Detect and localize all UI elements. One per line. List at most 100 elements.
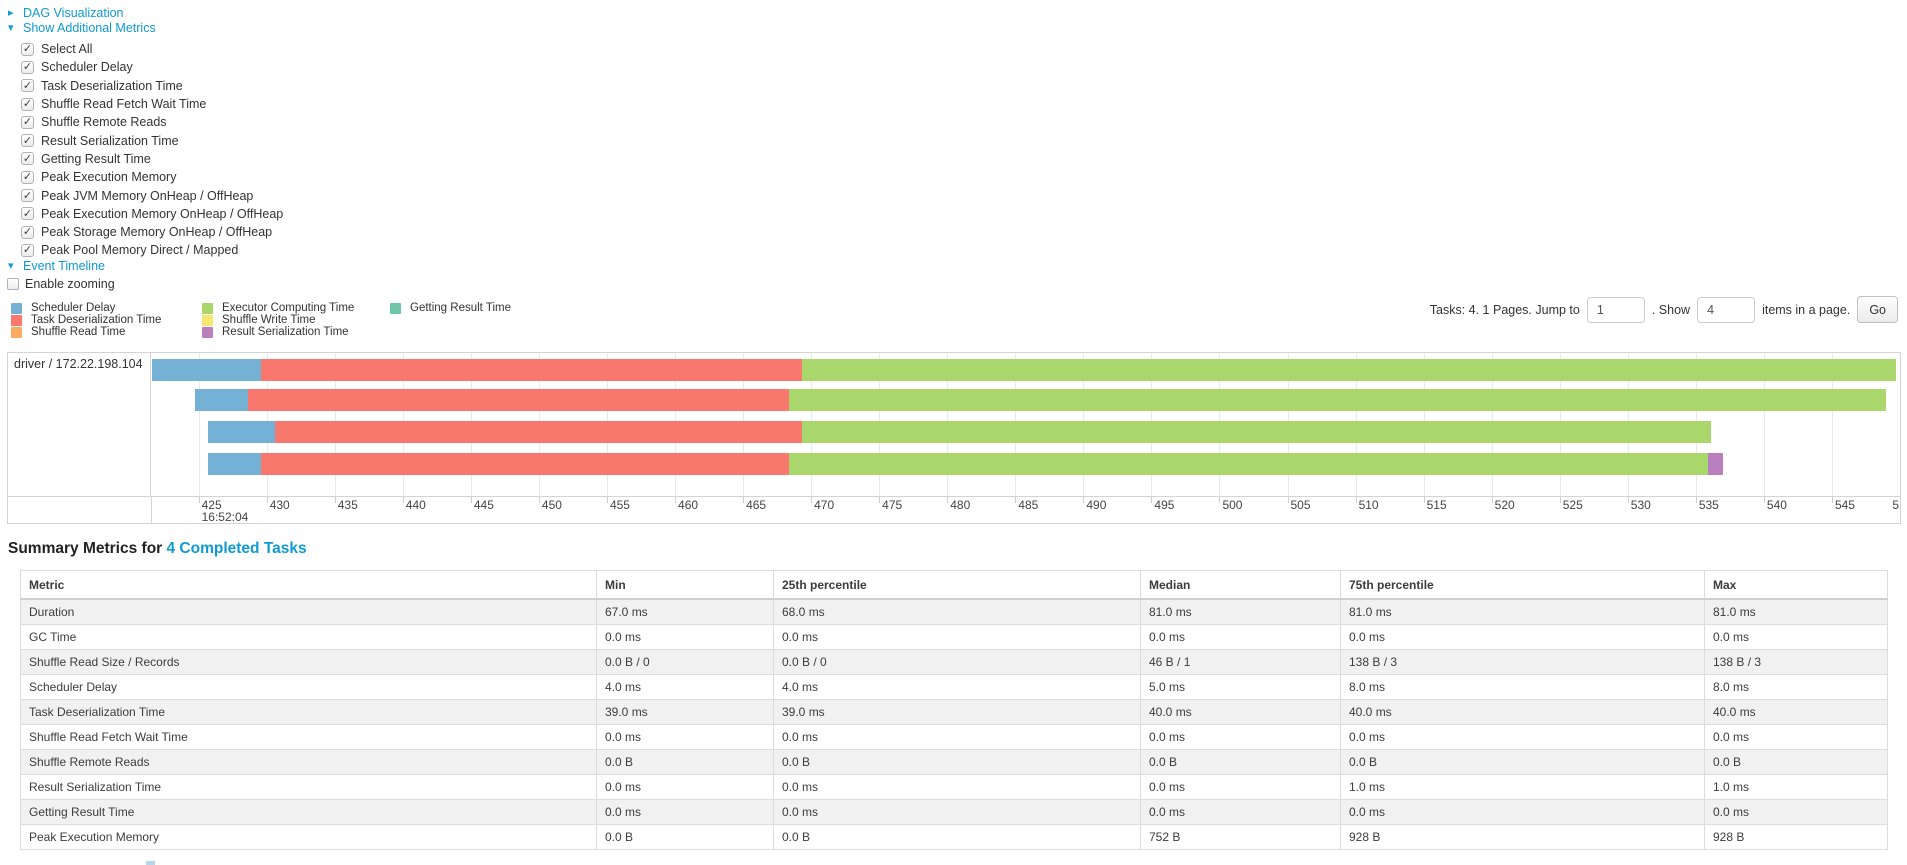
- metric-checkbox-label[interactable]: Getting Result Time: [41, 151, 151, 166]
- timeline-plot-area[interactable]: [151, 353, 1900, 496]
- metric-checkbox-item: Shuffle Read Fetch Wait Time: [21, 95, 283, 113]
- summary-column-header: 25th percentile: [773, 570, 1141, 600]
- event-timeline-link[interactable]: Event Timeline: [23, 259, 105, 273]
- metric-checkbox[interactable]: [21, 152, 34, 166]
- clipped-next-section: [146, 861, 155, 865]
- metric-checkbox[interactable]: [21, 97, 34, 111]
- metric-checkbox[interactable]: [21, 170, 34, 184]
- legend-swatch-getting_result: [390, 302, 401, 314]
- metric-checkbox[interactable]: [21, 115, 34, 129]
- metric-checkbox-label[interactable]: Select All: [41, 42, 93, 57]
- summary-column-header: Min: [596, 570, 774, 600]
- event-timeline-toggle[interactable]: ▾ Event Timeline: [8, 259, 105, 273]
- axis-tick-label: 460: [678, 498, 699, 512]
- table-cell: 40.0 ms: [1704, 699, 1888, 725]
- table-row: Getting Result Time 0.0 ms 0.0 ms 0.0 ms 0.0…: [20, 799, 1888, 825]
- completed-tasks-link[interactable]: 4 Completed Tasks: [166, 540, 307, 557]
- table-cell: Task Deserialization Time: [20, 699, 597, 725]
- task-bar-segment-scheduler_delay[interactable]: [152, 359, 262, 381]
- metric-checkbox-label[interactable]: Peak Storage Memory OnHeap / OffHeap: [41, 225, 273, 240]
- axis-tick: [538, 497, 540, 503]
- metric-checkbox-label[interactable]: Shuffle Read Fetch Wait Time: [41, 97, 207, 112]
- axis-tick-label: 455: [609, 498, 630, 512]
- axis-tick: [1831, 497, 1833, 503]
- summary-metrics-title: Summary Metrics for 4 Completed Tasks: [8, 540, 307, 558]
- metric-checkbox[interactable]: [21, 60, 34, 74]
- dag-visualization-toggle[interactable]: ▸ DAG Visualization: [8, 6, 124, 20]
- legend-column: Scheduler Delay Task Deserialization Time…: [11, 302, 161, 339]
- legend-swatch-executor_computing: [202, 302, 213, 314]
- axis-tick: [606, 497, 608, 503]
- enable-zooming-checkbox[interactable]: [7, 278, 19, 290]
- task-bar-segment-executor_computing[interactable]: [789, 389, 1887, 411]
- show-label: . Show: [1651, 302, 1691, 317]
- task-bar-segment-scheduler_delay[interactable]: [208, 453, 262, 475]
- axis-tick-label: 490: [1086, 498, 1107, 512]
- metric-checkbox-label[interactable]: Peak Execution Memory: [41, 170, 177, 185]
- task-bar-segment-executor_computing[interactable]: [801, 421, 1711, 443]
- metric-checkbox[interactable]: [21, 207, 34, 221]
- task-bar-segment-result_serialization[interactable]: [1708, 453, 1724, 475]
- axis-tick-label: 435: [337, 498, 358, 512]
- metric-checkbox-label[interactable]: Result Serialization Time: [41, 133, 179, 148]
- axis-tick: [811, 497, 813, 503]
- task-bar-segment-executor_computing[interactable]: [789, 453, 1709, 475]
- show-additional-metrics-link[interactable]: Show Additional Metrics: [23, 21, 156, 35]
- metric-checkbox-item: Peak Storage Memory OnHeap / OffHeap: [21, 223, 283, 241]
- table-cell: 0.0 ms: [773, 799, 1141, 825]
- chevron-down-icon: ▾: [8, 260, 14, 272]
- metric-checkbox-label[interactable]: Peak JVM Memory OnHeap / OffHeap: [41, 188, 254, 203]
- task-bar-segment-task_deserialization[interactable]: [261, 359, 802, 381]
- table-cell: 1.0 ms: [1704, 774, 1888, 800]
- axis-tick-label: 515: [1426, 498, 1447, 512]
- table-cell: 0.0 ms: [1340, 624, 1705, 650]
- axis-tick-label: 495: [1154, 498, 1175, 512]
- table-cell: 0.0 ms: [1704, 799, 1888, 825]
- enable-zooming-row: Enable zooming: [7, 277, 115, 291]
- items-per-page-input[interactable]: [1697, 296, 1756, 323]
- metric-checkbox-label[interactable]: Peak Pool Memory Direct / Mapped: [41, 243, 239, 258]
- table-cell: Shuffle Remote Reads: [20, 749, 597, 775]
- metric-checkbox-label[interactable]: Shuffle Remote Reads: [41, 115, 167, 130]
- task-bar-segment-task_deserialization[interactable]: [261, 453, 790, 475]
- legend-item: Getting Result Time: [390, 302, 511, 314]
- legend-swatch-shuffle_read: [11, 326, 22, 338]
- metric-checkbox[interactable]: [21, 134, 34, 148]
- summary-column-header: Max: [1704, 570, 1888, 600]
- metric-checkbox-label[interactable]: Scheduler Delay: [41, 60, 133, 75]
- chevron-down-icon: ▾: [8, 22, 14, 34]
- table-cell: 0.0 B: [1340, 749, 1705, 775]
- timeline-axis: 5 16:52:04 425 430 435 440 445 450 455 460 465 47…: [8, 496, 1900, 524]
- metric-checkbox[interactable]: [21, 225, 34, 239]
- metric-checkbox-label[interactable]: Peak Execution Memory OnHeap / OffHeap: [41, 206, 284, 221]
- table-cell: 0.0 ms: [596, 624, 774, 650]
- metric-checkbox[interactable]: [21, 79, 34, 93]
- legend-label: Shuffle Write Time: [222, 314, 316, 327]
- axis-tick-label: 480: [950, 498, 971, 512]
- jump-to-page-input[interactable]: [1586, 296, 1645, 323]
- axis-tick-label: 520: [1494, 498, 1515, 512]
- metric-checkbox[interactable]: [21, 42, 34, 56]
- axis-tick: [470, 497, 472, 503]
- legend-label: Executor Computing Time: [222, 302, 355, 315]
- task-bar-segment-scheduler_delay[interactable]: [208, 421, 275, 443]
- go-button[interactable]: Go: [1857, 296, 1898, 323]
- metric-checkbox[interactable]: [21, 189, 34, 203]
- table-cell: Result Serialization Time: [20, 774, 597, 800]
- summary-table-body: Duration 67.0 ms 68.0 ms 81.0 ms 81.0 ms 81.0…: [20, 598, 1888, 850]
- table-cell: Shuffle Read Size / Records: [20, 649, 597, 675]
- axis-tick: [1559, 497, 1561, 503]
- tasks-pages-label: Tasks: 4. 1 Pages. Jump to: [1429, 302, 1580, 317]
- dag-visualization-link[interactable]: DAG Visualization: [23, 6, 124, 20]
- metric-checkbox-label[interactable]: Task Deserialization Time: [41, 78, 183, 93]
- gridline: [1763, 353, 1765, 496]
- task-bar-segment-task_deserialization[interactable]: [247, 389, 790, 411]
- task-bar-segment-task_deserialization[interactable]: [274, 421, 802, 443]
- legend-label: Scheduler Delay: [31, 302, 116, 315]
- summary-metrics-table: Metric Min 25th percentile Median 75th perce…: [20, 570, 1888, 850]
- metric-checkbox[interactable]: [21, 243, 34, 257]
- show-additional-metrics-toggle[interactable]: ▾ Show Additional Metrics: [8, 21, 156, 35]
- task-bar-segment-scheduler_delay[interactable]: [194, 389, 248, 411]
- task-bar-segment-executor_computing[interactable]: [801, 359, 1896, 381]
- table-cell: 39.0 ms: [596, 699, 774, 725]
